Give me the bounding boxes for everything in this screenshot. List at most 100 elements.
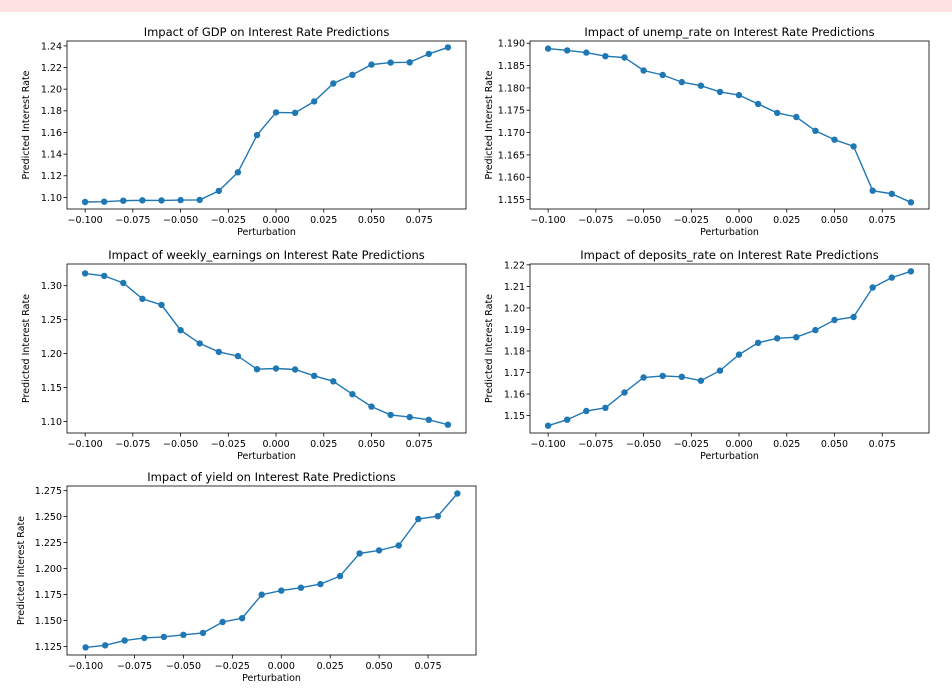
data-point (678, 78, 685, 86)
data-point (754, 100, 762, 108)
x-tick-label: −0.050 (163, 439, 198, 450)
y-tick-label: 1.10 (41, 193, 62, 204)
chart-title: Impact of unemp_rate on Interest Rate Pr… (584, 25, 874, 39)
data-point (716, 88, 724, 96)
chart-2: Impact of unemp_rate on Interest Rate Pr… (484, 25, 930, 238)
chart-title: Impact of yield on Interest Rate Predict… (147, 470, 396, 484)
data-point (454, 490, 461, 497)
data-point (621, 389, 628, 396)
data-point (272, 109, 280, 116)
data-point (160, 633, 168, 641)
x-tick-label: 0.050 (821, 215, 848, 226)
chart-title: Impact of deposits_rate on Interest Rate… (580, 248, 878, 262)
x-tick-label: −0.050 (166, 661, 201, 672)
data-point (177, 196, 184, 204)
data-point (425, 50, 432, 58)
data-point (121, 637, 128, 644)
data-point (215, 348, 222, 356)
plot-frame (66, 485, 477, 656)
data-point (120, 279, 127, 287)
x-tick-label: −0.075 (578, 215, 613, 226)
data-point (812, 326, 819, 334)
y-tick-label: 1.12 (41, 171, 62, 182)
data-point (82, 644, 89, 651)
data-point (387, 411, 394, 419)
y-tick-label: 1.225 (35, 538, 62, 549)
x-tick-label: 0.025 (773, 439, 800, 450)
data-point (368, 403, 375, 410)
data-point (640, 67, 647, 74)
data-point (735, 91, 743, 99)
x-tick-label: 0.075 (406, 215, 433, 226)
y-tick-label: 1.200 (35, 564, 62, 575)
data-point (869, 187, 876, 194)
y-tick-label: 1.14 (41, 150, 62, 161)
data-point (278, 587, 285, 594)
data-point (754, 339, 762, 346)
data-point (774, 109, 781, 117)
y-tick-label: 1.160 (498, 173, 525, 184)
data-point (406, 59, 413, 66)
data-point (697, 82, 705, 89)
data-point (793, 334, 800, 341)
x-tick-label: 0.075 (869, 215, 896, 226)
y-tick-label: 1.175 (498, 106, 525, 117)
data-point (199, 629, 207, 637)
data-point (349, 71, 356, 79)
x-axis-label: Perturbation (700, 451, 759, 462)
x-tick-label: 0.000 (268, 661, 295, 672)
data-point (735, 351, 743, 358)
y-tick-label: 1.20 (504, 303, 525, 314)
x-tick-label: −0.100 (68, 215, 103, 226)
y-tick-label: 1.16 (41, 128, 62, 139)
data-point (215, 187, 222, 195)
data-point (831, 316, 838, 324)
data-point (336, 572, 344, 580)
data-point (356, 550, 363, 557)
data-point (330, 378, 337, 385)
y-axis-label: Predicted Interest Rate (16, 516, 27, 625)
data-point (831, 136, 838, 143)
data-point (415, 515, 422, 523)
x-tick-label: 0.075 (406, 439, 433, 450)
x-tick-label: −0.075 (115, 439, 150, 450)
data-point (375, 547, 383, 554)
data-point (102, 642, 109, 649)
y-tick-label: 1.25 (41, 315, 62, 326)
y-tick-label: 1.20 (41, 85, 62, 96)
x-tick-label: −0.075 (115, 215, 150, 226)
data-point (583, 49, 590, 56)
plot-frame (529, 263, 930, 434)
data-point (81, 198, 89, 206)
y-tick-label: 1.15 (504, 411, 525, 422)
data-point (158, 301, 165, 309)
data-point (583, 407, 590, 415)
data-point (716, 367, 724, 374)
data-point (291, 366, 299, 373)
x-tick-label: −0.025 (674, 439, 709, 450)
y-tick-label: 1.15 (41, 383, 62, 394)
x-tick-label: 0.075 (869, 439, 896, 450)
x-tick-label: 0.050 (358, 439, 385, 450)
data-point (888, 190, 895, 197)
data-point (158, 197, 165, 204)
data-point (697, 377, 705, 384)
data-point (850, 313, 857, 321)
y-tick-label: 1.170 (498, 128, 525, 139)
data-point (139, 197, 146, 204)
y-tick-label: 1.165 (498, 150, 525, 161)
data-point (291, 109, 299, 117)
data-point (330, 80, 337, 87)
data-point (602, 53, 609, 60)
data-point (120, 197, 127, 204)
data-point (869, 284, 876, 291)
x-axis-label: Perturbation (237, 451, 296, 462)
y-axis-label: Predicted Interest Rate (21, 294, 32, 403)
data-point (678, 373, 685, 380)
data-point (317, 580, 324, 588)
data-point (564, 47, 571, 54)
data-point (907, 268, 915, 275)
x-tick-label: 0.050 (358, 215, 385, 226)
x-tick-label: 0.000 (725, 215, 752, 226)
x-tick-label: 0.000 (262, 439, 289, 450)
